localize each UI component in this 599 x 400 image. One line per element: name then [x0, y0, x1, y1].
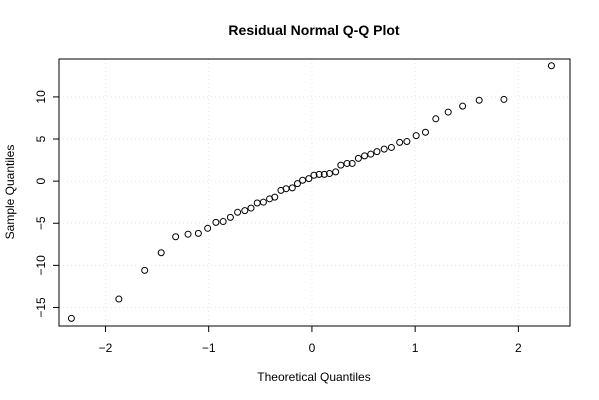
data-point	[325, 170, 333, 178]
data-point	[299, 176, 307, 184]
data-point	[305, 175, 313, 183]
data-point	[396, 138, 404, 146]
data-point	[234, 208, 242, 216]
data-point	[212, 218, 220, 226]
data-point	[253, 199, 261, 207]
data-point	[67, 314, 75, 322]
data-point	[380, 145, 388, 153]
data-point	[157, 249, 165, 257]
y-tick-label: −10	[34, 255, 48, 276]
x-tick-label: 0	[309, 341, 316, 355]
data-point	[361, 152, 369, 160]
data-point	[194, 229, 202, 237]
y-axis-label: Sample Quantiles	[3, 145, 17, 240]
data-point	[247, 204, 255, 212]
data-point	[337, 161, 345, 169]
data-point	[288, 184, 296, 192]
data-point	[271, 193, 279, 201]
data-point	[475, 96, 483, 104]
data-points	[67, 62, 555, 322]
data-point	[412, 132, 420, 140]
data-point	[432, 115, 440, 123]
grid-lines	[59, 59, 570, 326]
plot-area	[58, 58, 571, 327]
data-point	[241, 207, 249, 215]
chart-title: Residual Normal Q-Q Plot	[228, 22, 399, 38]
data-point	[115, 295, 123, 303]
data-point	[141, 266, 149, 274]
x-tick-label: 2	[515, 341, 522, 355]
data-point	[547, 62, 555, 70]
data-point	[184, 230, 192, 238]
y-tick-label: −15	[34, 297, 48, 318]
data-point	[444, 108, 452, 116]
data-point	[204, 224, 212, 232]
data-point	[367, 150, 375, 158]
data-point	[310, 171, 318, 179]
data-point	[219, 218, 227, 226]
y-tick-label: 0	[34, 177, 48, 184]
data-point	[403, 138, 411, 146]
y-tick-label: 10	[34, 90, 48, 104]
data-point	[343, 159, 351, 167]
x-axis-label: Theoretical Quantiles	[257, 370, 370, 384]
x-tick-label: −2	[99, 341, 113, 355]
data-point	[259, 198, 267, 206]
data-point	[373, 148, 381, 156]
data-point	[348, 159, 356, 167]
x-tick-label: 1	[412, 341, 419, 355]
data-point	[172, 233, 180, 241]
data-point	[293, 180, 301, 188]
y-tick-label: −5	[34, 216, 48, 230]
data-point	[421, 128, 429, 136]
x-tick-label: −1	[202, 341, 216, 355]
data-point	[387, 143, 395, 151]
data-point	[226, 213, 234, 221]
data-point	[315, 170, 323, 178]
data-point	[320, 170, 328, 178]
data-point	[354, 154, 362, 162]
data-point	[500, 95, 508, 103]
data-point	[459, 102, 467, 110]
data-point	[332, 168, 340, 176]
y-tick-label: 5	[34, 135, 48, 142]
